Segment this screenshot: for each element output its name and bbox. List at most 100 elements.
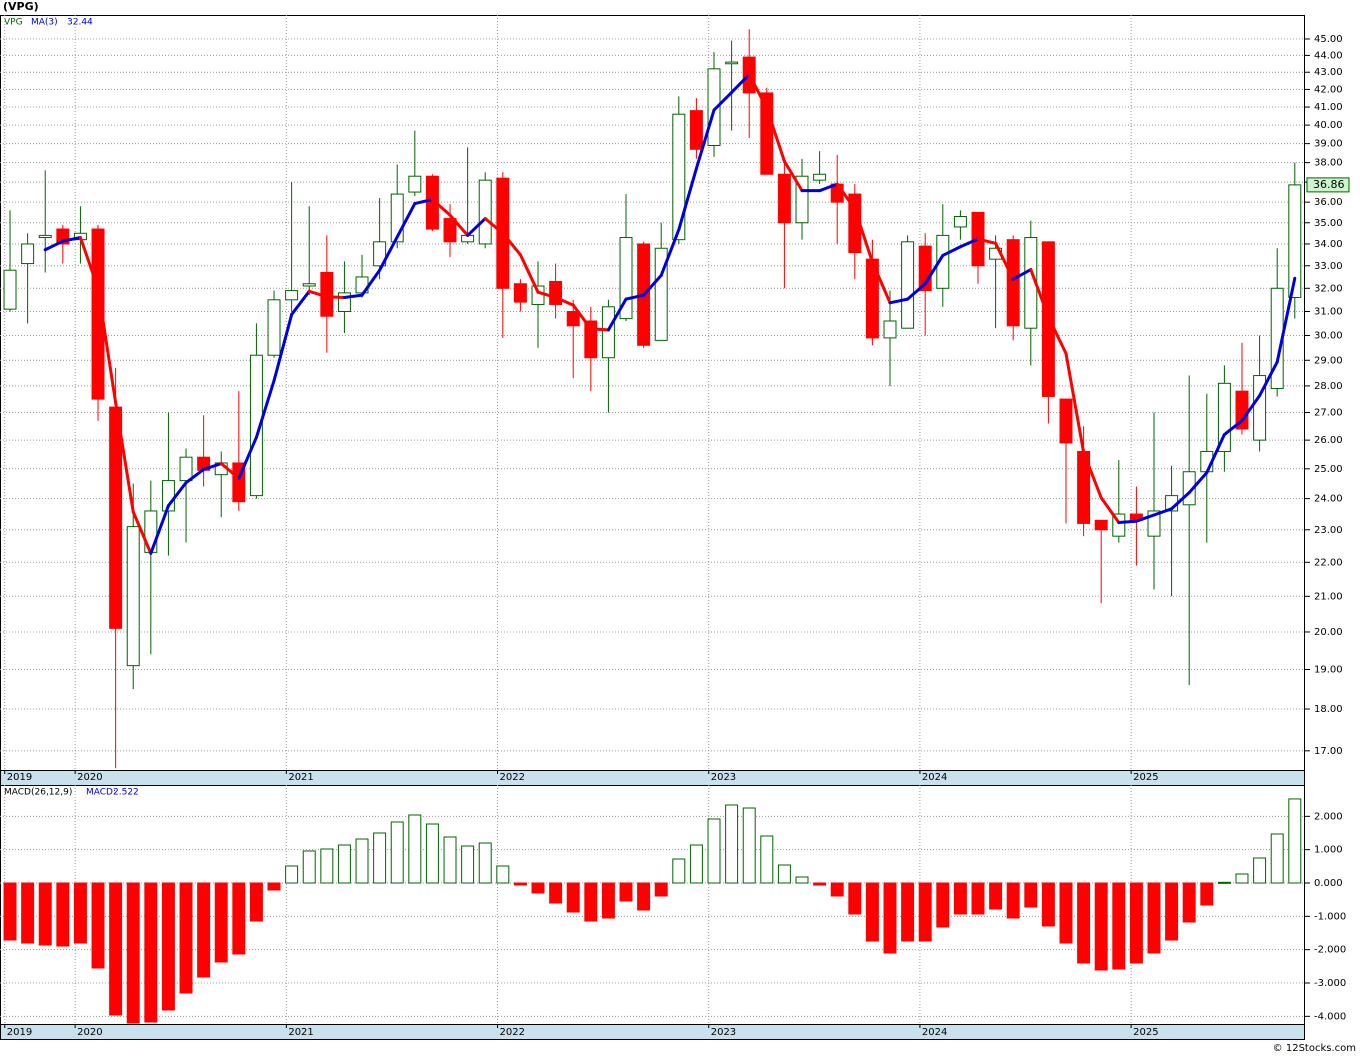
macd-bar — [91, 882, 105, 969]
ma-line — [237, 435, 258, 480]
ma-line — [483, 217, 505, 235]
ma-line — [536, 290, 558, 299]
macd-bar — [161, 882, 175, 1011]
candle-body — [936, 234, 950, 289]
candle-body — [1217, 382, 1231, 452]
y-tick-label: 39.00 — [1314, 139, 1343, 150]
y-tick-label: 27.00 — [1314, 408, 1343, 419]
macd-bar — [73, 882, 87, 944]
y-tick-label: 36.00 — [1314, 197, 1343, 208]
ma-line — [606, 297, 628, 332]
ma-line — [1275, 276, 1297, 364]
macd-bar — [1288, 798, 1302, 884]
macd-bar — [777, 864, 791, 884]
last-price-box — [1306, 177, 1350, 193]
candle-body — [285, 290, 299, 301]
y-tick-label: 34.00 — [1314, 239, 1343, 250]
y-tick-label: 21.00 — [1314, 591, 1343, 602]
x-axis-band — [0, 770, 1305, 785]
candle-body — [1094, 519, 1108, 531]
ma-line — [96, 286, 118, 405]
macd-bar — [21, 882, 35, 944]
macd-bar — [1235, 873, 1249, 884]
ma-line — [554, 295, 575, 307]
candle-body — [707, 68, 721, 146]
macd-bar — [1217, 881, 1231, 884]
legend-entry: MA(3) — [31, 18, 58, 28]
macd-bar — [725, 804, 739, 884]
ma-line — [149, 504, 170, 555]
macd-bar — [109, 882, 123, 1016]
y-tick-label: 42.00 — [1314, 84, 1343, 95]
x-tick-label: 2021 — [288, 772, 313, 783]
candle-body — [601, 306, 615, 359]
candle-body — [1182, 471, 1196, 506]
ma-line — [202, 462, 223, 471]
macd-bar — [672, 858, 686, 884]
macd-bar — [1059, 882, 1073, 944]
candle-body — [654, 247, 668, 341]
macd-bar — [249, 882, 263, 922]
y-tick-label: 25.00 — [1314, 464, 1343, 475]
ma-line — [589, 327, 610, 332]
ma-line — [1046, 315, 1068, 355]
macd-bar — [232, 882, 246, 955]
x-tick-label: 2024 — [922, 772, 947, 783]
legend-entry: MACD: — [86, 788, 116, 798]
y-tick-label: 24.00 — [1314, 494, 1343, 505]
y-tick-label: 44.00 — [1314, 50, 1343, 61]
ma-line — [818, 182, 839, 193]
x-tick-label: 2019 — [7, 772, 32, 783]
x-tick-label: 2019 — [7, 1027, 32, 1038]
ma-line — [712, 90, 734, 112]
candle-body — [109, 406, 123, 629]
macd-bar — [830, 882, 844, 897]
ma-line — [114, 401, 135, 514]
y-tick-label: 22.00 — [1314, 557, 1343, 568]
ma-line — [853, 207, 874, 264]
ma-line — [888, 297, 910, 305]
y-tick-label: 33.00 — [1314, 261, 1343, 272]
x-tick-label: 2025 — [1133, 1027, 1158, 1038]
y-tick-label: 26.00 — [1314, 435, 1343, 446]
ma-line — [413, 198, 434, 206]
macd-bar — [813, 882, 827, 886]
candle-body — [689, 110, 703, 150]
x-axis-band — [0, 1024, 1305, 1040]
y-tick-label: -1.000 — [1314, 911, 1346, 922]
candle-body — [549, 280, 563, 305]
candle-body — [126, 526, 140, 667]
macd-bar — [601, 882, 615, 919]
candle-body — [795, 175, 809, 224]
ma-line — [624, 293, 646, 301]
macd-bar — [38, 882, 52, 946]
y-tick-label: -4.000 — [1314, 1011, 1346, 1022]
y-tick-label: 32.00 — [1314, 283, 1343, 294]
ma-line — [571, 303, 593, 331]
candle-body — [21, 243, 35, 265]
candle-body — [478, 179, 492, 245]
macd-bar — [936, 882, 950, 928]
macd-bar — [848, 882, 862, 915]
candle-body — [91, 228, 105, 400]
macd-bar — [865, 882, 879, 942]
ma-line — [694, 108, 716, 170]
macd-bar — [144, 882, 158, 1023]
x-tick-label: 2023 — [711, 772, 736, 783]
macd-bar — [1024, 882, 1038, 908]
candle-body — [232, 462, 246, 503]
x-tick-label: 2024 — [922, 1027, 947, 1038]
y-tick-label: 31.00 — [1314, 307, 1343, 318]
macd-bar — [901, 882, 915, 942]
candle-body — [38, 234, 52, 239]
ma-line — [61, 236, 82, 243]
ma-line — [378, 235, 399, 272]
y-tick-label: 2.000 — [1314, 811, 1343, 822]
x-tick-label: 2025 — [1133, 772, 1158, 783]
macd-bar — [461, 845, 475, 884]
candle-body — [918, 245, 932, 292]
y-tick-label: 41.00 — [1314, 102, 1343, 113]
ma-line — [466, 217, 487, 237]
candle-body — [390, 193, 404, 243]
